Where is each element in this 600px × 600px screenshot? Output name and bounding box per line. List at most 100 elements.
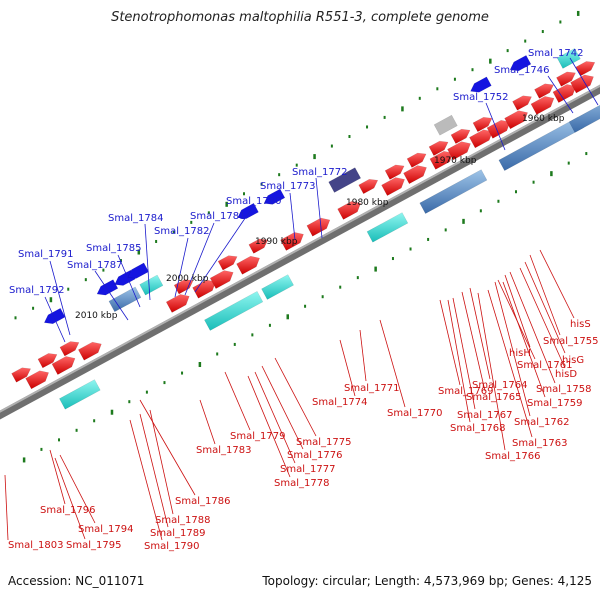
tick-mark	[172, 230, 175, 234]
forward-gene	[337, 201, 362, 220]
tick-mark	[243, 192, 246, 196]
gene-label[interactable]: Smal_1777	[280, 464, 335, 475]
gene-label[interactable]: Smal_1784	[108, 213, 163, 224]
tick-mark	[32, 306, 35, 310]
gene-label[interactable]: Smal_1792	[9, 285, 64, 296]
gene-label[interactable]: Smal_1787	[67, 260, 122, 271]
gene-label[interactable]: Smal_1782	[154, 226, 209, 237]
label-leader	[452, 297, 476, 410]
tick-mark	[330, 144, 333, 148]
gene-label[interactable]: Smal_1775	[296, 437, 351, 448]
forward-gene	[530, 96, 555, 115]
tick-mark	[462, 218, 465, 224]
gene-label[interactable]: Smal_1752	[453, 92, 508, 103]
gene-label[interactable]: Smal_1770	[387, 408, 442, 419]
gene-label[interactable]: hisH	[509, 348, 531, 359]
kbp-label: 1980 kbp	[346, 198, 389, 208]
gene-label[interactable]: Smal_1785	[86, 243, 141, 254]
gene-label[interactable]: Smal_1773	[260, 181, 315, 192]
label-leader	[439, 299, 461, 386]
gene-label[interactable]: Smal_1761	[517, 360, 572, 371]
gene-label[interactable]: Smal_1768	[450, 423, 505, 434]
forward-gene	[512, 95, 532, 111]
label-leader	[379, 319, 406, 408]
reverse-gene-band	[498, 116, 584, 171]
label-leader	[539, 249, 575, 319]
tick-mark	[497, 199, 500, 203]
label-leader	[504, 274, 531, 348]
gene-label[interactable]: Smal_1759	[527, 398, 582, 409]
forward-gene	[428, 140, 449, 156]
reverse-gene-band	[568, 104, 600, 133]
tick-mark	[541, 30, 544, 34]
forward-gene	[450, 128, 471, 144]
gene-label[interactable]: Smal_1766	[485, 451, 540, 462]
tick-mark	[119, 259, 122, 263]
forward-gene	[534, 83, 554, 99]
forward-gene	[59, 341, 80, 357]
gene-label[interactable]: Smal_1776	[287, 450, 342, 461]
gene-label[interactable]: Smal_1794	[78, 524, 133, 535]
forward-gene	[236, 255, 260, 275]
tick-mark	[207, 211, 210, 215]
tick-mark	[514, 190, 517, 194]
gene-label[interactable]: Smal_1788	[155, 515, 210, 526]
gene-label[interactable]: Smal_1755	[543, 336, 598, 347]
forward-gene	[447, 141, 471, 161]
gene-label[interactable]: Smal_1803	[8, 540, 63, 551]
label-leader	[494, 281, 531, 417]
gene-label[interactable]: Smal_1746	[494, 65, 549, 76]
label-leader	[569, 57, 599, 106]
label-leader	[44, 296, 66, 343]
label-leader	[59, 454, 96, 524]
gene-label[interactable]: hisS	[570, 319, 591, 330]
tick-mark	[313, 154, 316, 160]
label-leader	[54, 457, 86, 540]
gene-label[interactable]: Smal_1779	[230, 431, 285, 442]
label-leader	[117, 254, 141, 308]
gene-label[interactable]: Smal_1795	[66, 540, 121, 551]
forward-gene	[173, 279, 194, 295]
gene-label[interactable]: Smal_1762	[514, 417, 569, 428]
gene-label[interactable]: Smal_1772	[292, 167, 347, 178]
gene-band	[556, 48, 581, 69]
forward-gene	[358, 178, 379, 195]
gene-label[interactable]: Smal_1764	[472, 380, 527, 391]
gene-label[interactable]: Smal_1778	[274, 478, 329, 489]
tick-mark	[506, 49, 509, 53]
gene-label[interactable]: Smal_1763	[512, 438, 567, 449]
gene-label[interactable]: Smal_1771	[344, 383, 399, 394]
gene-label[interactable]: Smal_1786	[175, 496, 230, 507]
forward-gene	[51, 356, 76, 375]
gene-label[interactable]: Smal_1774	[312, 397, 367, 408]
gene-band	[139, 274, 164, 296]
gene-label[interactable]: hisD	[555, 369, 577, 380]
gene-label[interactable]: Smal_1796	[40, 505, 95, 516]
tick-mark	[110, 409, 114, 415]
gene-label[interactable]: Smal_1791	[18, 249, 73, 260]
gene-label[interactable]: Smal_1769	[438, 386, 493, 397]
gene-label[interactable]: Smal_1790	[144, 541, 199, 552]
tick-mark	[356, 276, 359, 280]
gene-label[interactable]: Smal_1781	[190, 211, 245, 222]
forward-gene	[403, 165, 427, 185]
gene-label[interactable]: Smal_1758	[536, 384, 591, 395]
kbp-label: 1960 kbp	[522, 114, 565, 124]
gene-label[interactable]: Smal_1765	[466, 392, 521, 403]
tick-mark	[225, 201, 228, 207]
gene-band	[328, 167, 362, 193]
gene-label[interactable]: hisG	[562, 355, 584, 366]
gene-label[interactable]: Smal_1780	[226, 196, 281, 207]
label-leader	[509, 271, 556, 384]
gene-label[interactable]: Smal_1767	[457, 410, 512, 421]
tick-mark	[181, 371, 184, 375]
gene-label[interactable]: Smal_1789	[150, 528, 205, 539]
tick-mark	[444, 228, 447, 232]
tick-mark	[286, 314, 290, 320]
gene-label[interactable]: Smal_1742	[528, 48, 583, 59]
tick-mark	[436, 87, 439, 91]
label-leader	[247, 375, 291, 478]
tick-mark	[145, 390, 148, 394]
gene-label[interactable]: Smal_1783	[196, 445, 251, 456]
reverse-gene-band	[204, 290, 264, 331]
